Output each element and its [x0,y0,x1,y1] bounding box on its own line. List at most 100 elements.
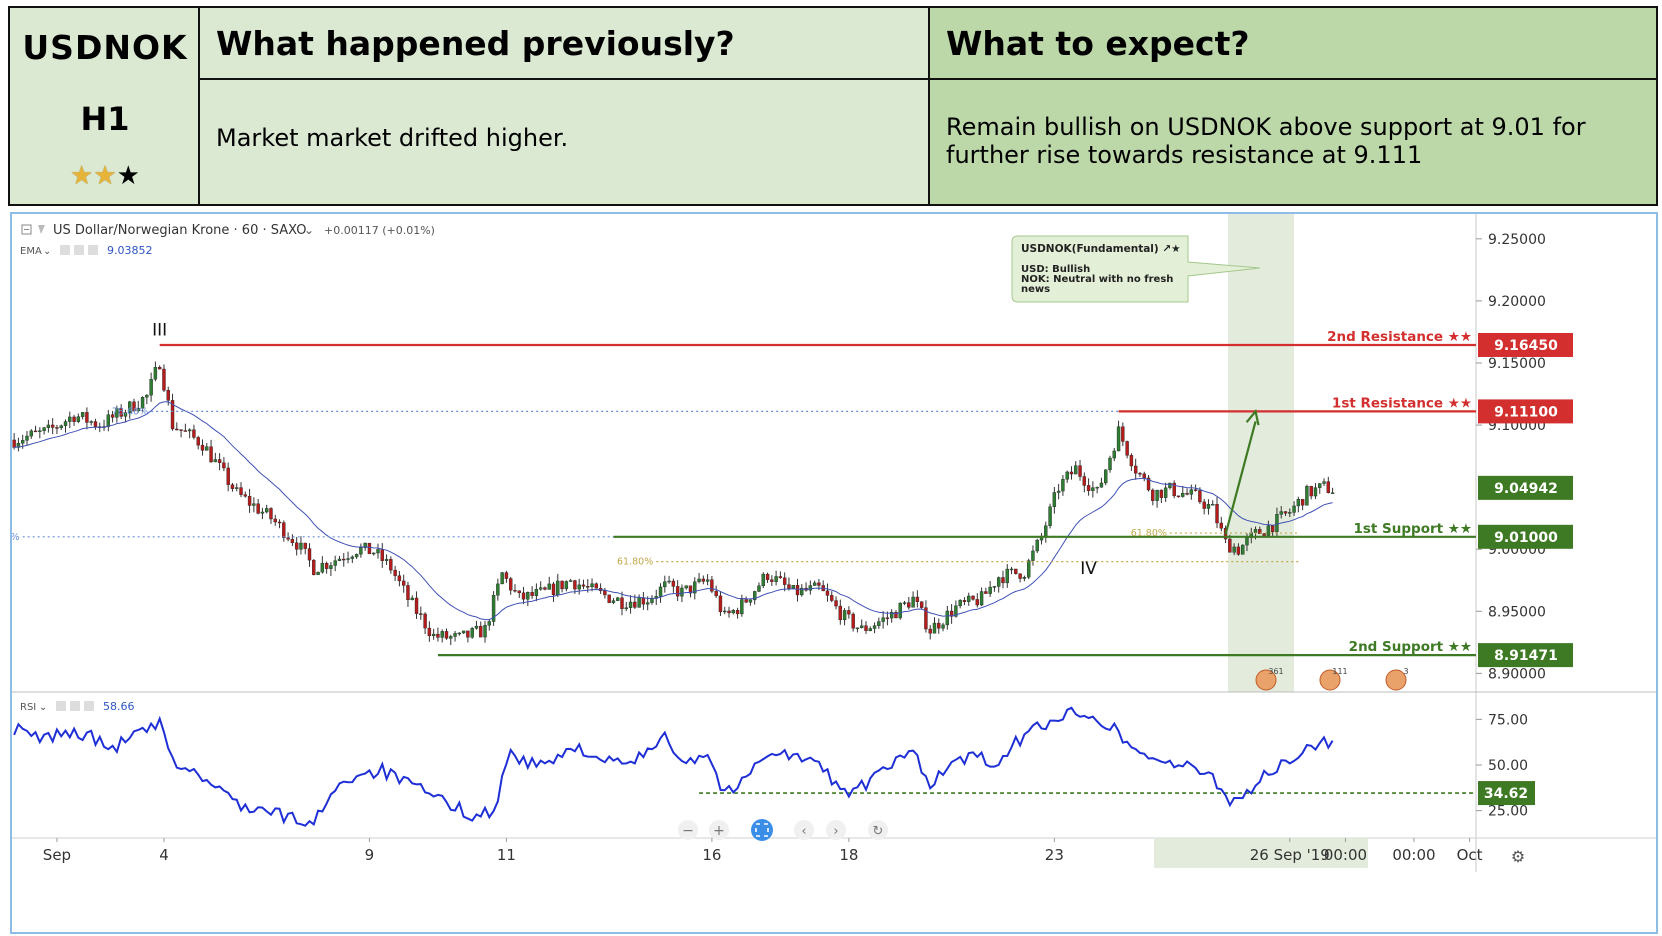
candle-body [230,484,235,489]
event-flag-icon[interactable] [1385,669,1407,691]
candle-body [658,586,663,597]
candle-body [577,584,581,590]
candle-body [718,595,723,613]
candle-body [397,575,402,582]
candle-body [641,597,646,605]
eye-icon[interactable] [60,245,70,255]
candle-body [586,586,590,588]
candle-body [997,577,1001,587]
candle-body [581,584,586,587]
ema-label[interactable]: EMA [20,246,42,257]
candle-body [354,553,359,558]
rsi-tick-label: 25.00 [1488,804,1528,820]
candle-body [988,586,992,594]
chart-svg[interactable]: US Dollar/Norwegian Krone · 60 · SAXO ⌄ … [0,214,1656,932]
candle-body [855,627,860,630]
candle-body [1129,455,1134,467]
time-tick-label: 00:00 [1324,846,1367,864]
candle-body [1232,546,1236,553]
candle-body [1116,426,1121,452]
candle-body [55,427,59,429]
candle-body [697,578,701,583]
candle-body [1296,499,1301,507]
candle-body [984,591,988,594]
chevron-down-icon[interactable]: ⌄ [43,246,51,257]
candle-body [1172,482,1176,497]
candle-body [1283,511,1288,514]
event-flag-icon[interactable] [1255,669,1277,691]
candle-body [337,558,342,561]
candle-body [307,548,312,561]
close-icon[interactable] [84,701,94,711]
event-flag-icon[interactable] [1319,669,1341,691]
settings-icon[interactable] [70,701,80,711]
rsi-label[interactable]: RSI [20,702,36,713]
candle-body [928,628,932,634]
ema-line [14,401,1333,621]
candle-body [1005,568,1009,584]
candle-body [299,542,303,550]
candle-body [21,440,25,444]
plus-icon: + [713,823,725,839]
scroll-left-button[interactable] [794,820,814,840]
candle-body [166,390,170,401]
chart-toolbar: − + ‹ › ↻ [678,819,888,841]
scroll-right-button[interactable] [826,820,846,840]
candle-body [774,576,778,582]
candle-body [1211,504,1215,506]
candle-body [800,587,804,596]
candle-body [183,430,188,432]
star-filled-icon: ★ [93,161,117,191]
candle-body [1305,485,1309,506]
candle-body [217,459,222,464]
symbol-label: USDNOK [22,28,188,67]
settings-icon[interactable] [74,245,84,255]
close-icon[interactable] [88,245,98,255]
collapse-icon[interactable] [21,224,32,235]
candle-body [431,633,436,637]
candle-body [294,542,299,550]
candle-body [1022,577,1027,579]
candle-body [1056,490,1061,493]
candle-body [1065,471,1069,480]
chevron-down-icon[interactable]: ⌄ [304,223,314,237]
timeframe-label: H1 [80,100,130,138]
candle-body [380,549,384,561]
candle-body [132,401,136,412]
candle-body [731,610,735,614]
candle-body [898,602,902,619]
reset-button[interactable] [868,820,888,840]
candle-body [316,571,320,575]
chevron-down-icon[interactable]: ⌄ [39,702,47,713]
candle-body [992,586,997,588]
price-chart-panel[interactable]: US Dollar/Norwegian Krone · 60 · SAXO ⌄ … [0,212,1658,934]
chevron-right-icon: › [833,824,838,839]
reset-zoom-button[interactable] [751,819,773,841]
candle-body [1014,568,1018,574]
candle-body [157,367,162,370]
candle-body [1061,479,1065,492]
candle-body [466,630,470,638]
candle-body [907,602,911,608]
time-tick-label: 11 [497,846,516,864]
candle-body [894,611,898,619]
fib-level-label: 61.80% [1131,528,1167,539]
zoom-in-button[interactable] [709,820,729,840]
candle-body [1309,485,1313,497]
candle-body [1163,487,1168,498]
fib-level-label: 78.60% [112,406,148,417]
candle-body [967,595,971,602]
candle-body [556,580,560,596]
eye-icon[interactable] [56,701,66,711]
chart-title[interactable]: US Dollar/Norwegian Krone · 60 · SAXO [53,223,306,238]
settings-gear-icon[interactable]: ⚙ [1511,847,1525,866]
candle-body [320,562,325,573]
candle-body [59,425,63,428]
candle-body [1313,487,1318,497]
zoom-out-button[interactable] [678,820,698,840]
analysis-header-table: USDNOK H1 ★★★ What happened previously? … [8,6,1658,206]
candle-body [538,587,543,590]
target-arrow-line [1224,421,1257,535]
candle-body [889,611,894,619]
candle-body [834,600,838,607]
